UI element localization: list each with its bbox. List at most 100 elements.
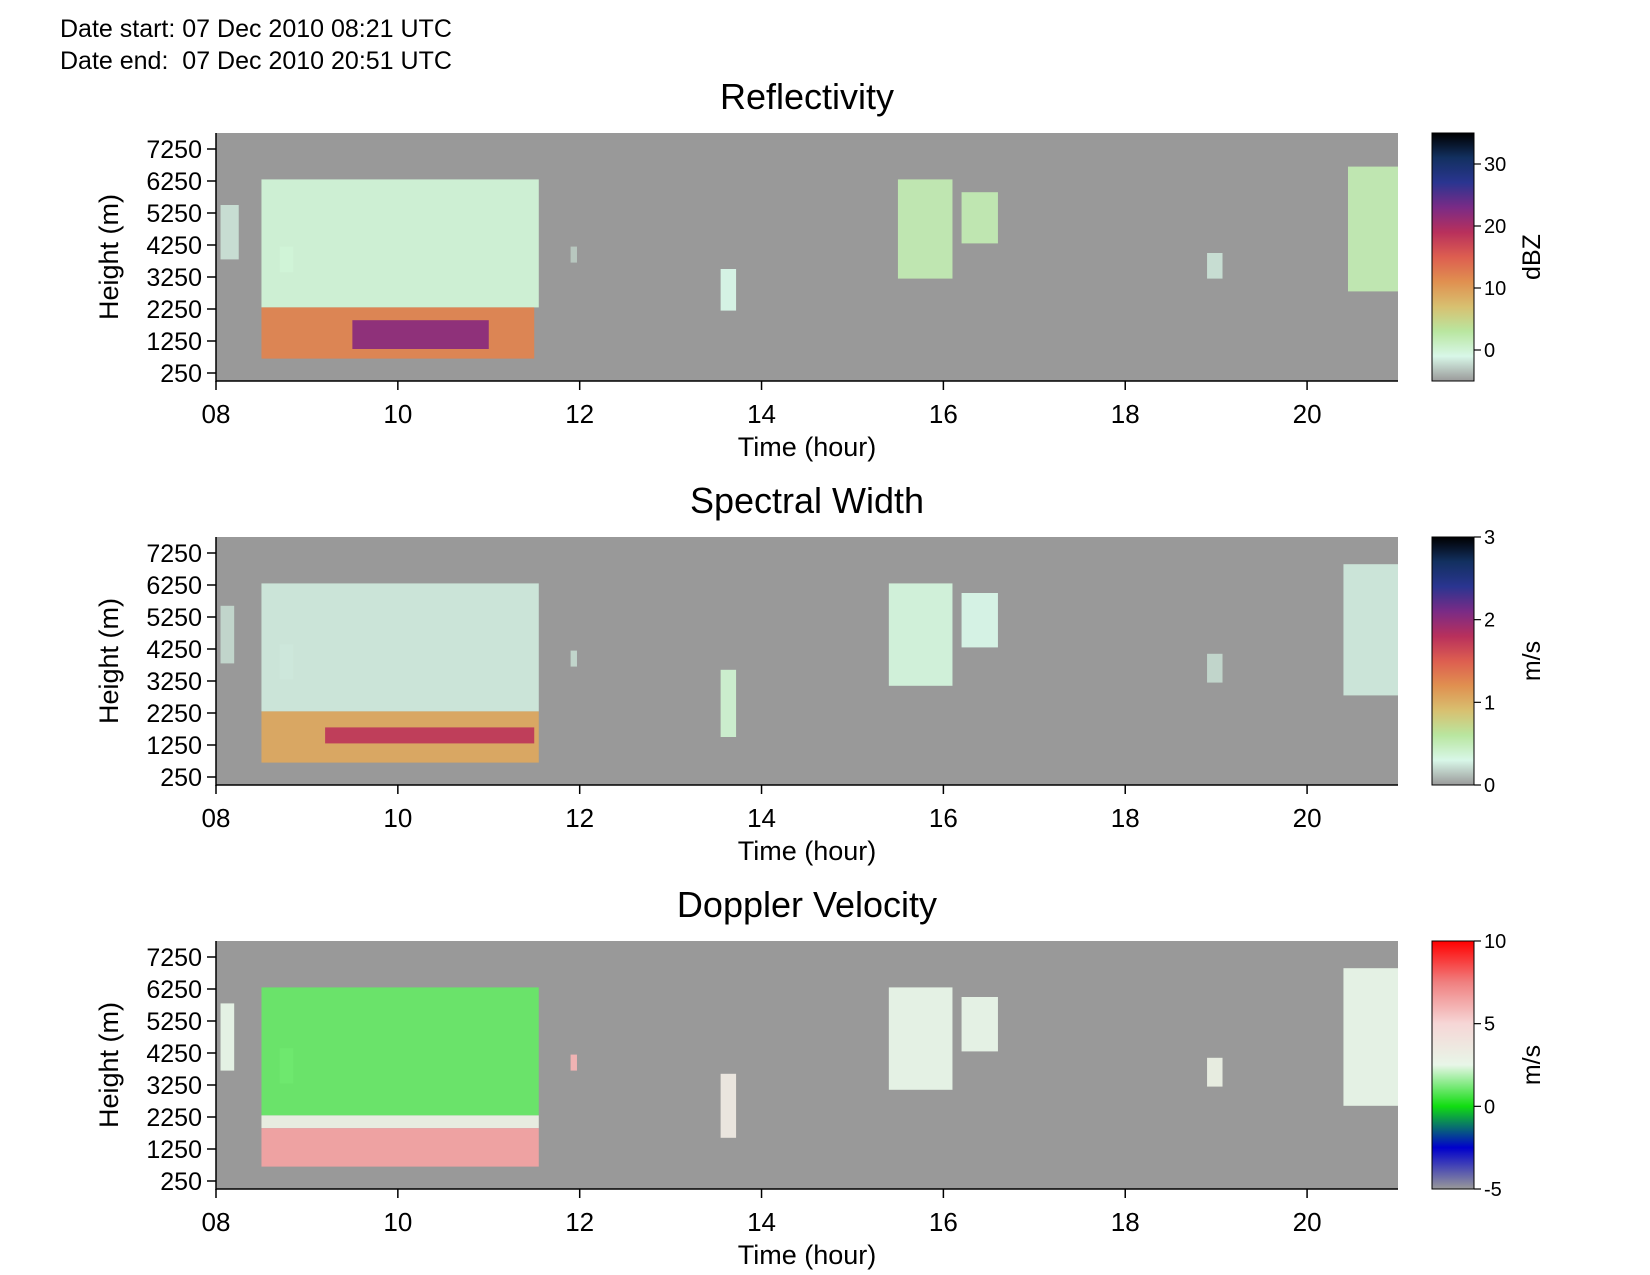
y-tick-label: 5250 bbox=[146, 1008, 202, 1036]
x-tick-label: 10 bbox=[383, 803, 412, 833]
x-tick-label: 08 bbox=[202, 803, 231, 833]
x-axis-label: Time (hour) bbox=[738, 432, 877, 462]
colorbar-tick-label: 10 bbox=[1484, 931, 1506, 953]
x-tick-label: 20 bbox=[1293, 1207, 1322, 1237]
date-end-label: Date end: 07 Dec 2010 20:51 UTC bbox=[60, 47, 452, 75]
y-tick-label: 7250 bbox=[146, 136, 202, 164]
x-tick-label: 18 bbox=[1111, 399, 1140, 429]
x-tick-label: 12 bbox=[565, 399, 594, 429]
colorbar-tick-label: 30 bbox=[1484, 154, 1506, 176]
heatmap-region-5 bbox=[325, 727, 535, 744]
y-tick-label: 2250 bbox=[146, 700, 202, 728]
heatmap-region-3 bbox=[261, 987, 539, 1116]
colorbar-tick-label: 3 bbox=[1484, 527, 1495, 549]
heatmap-region-7 bbox=[720, 269, 737, 311]
colorbar bbox=[1431, 132, 1475, 382]
y-tick-label: 1250 bbox=[146, 732, 202, 760]
y-tick-label: 1250 bbox=[146, 328, 202, 356]
x-tick-label: 16 bbox=[929, 803, 958, 833]
heatmap-region-1 bbox=[220, 205, 239, 260]
x-tick-label: 10 bbox=[383, 399, 412, 429]
y-tick-label: 7250 bbox=[146, 540, 202, 568]
x-axis-label: Time (hour) bbox=[738, 836, 877, 866]
heatmap-region-1 bbox=[220, 1003, 235, 1071]
colorbar-tick-label: 5 bbox=[1484, 1014, 1495, 1036]
heatmap-region-6 bbox=[570, 246, 577, 263]
heatmap-cells bbox=[220, 564, 1398, 763]
y-tick-label: 5250 bbox=[146, 604, 202, 632]
chart-title: Reflectivity bbox=[720, 76, 894, 117]
heatmap-region-6 bbox=[570, 1054, 577, 1071]
x-tick-label: 18 bbox=[1111, 1207, 1140, 1237]
y-tick-label: 1250 bbox=[146, 1136, 202, 1164]
x-tick-label: 14 bbox=[747, 803, 776, 833]
x-tick-label: 18 bbox=[1111, 803, 1140, 833]
chart-title: Doppler Velocity bbox=[677, 884, 937, 925]
heatmap-region-10 bbox=[1207, 253, 1223, 279]
y-tick-label: 4250 bbox=[146, 1040, 202, 1068]
y-tick-label: 4250 bbox=[146, 232, 202, 260]
x-tick-label: 16 bbox=[929, 1207, 958, 1237]
chart-title: Spectral Width bbox=[690, 480, 924, 521]
colorbar bbox=[1431, 940, 1475, 1190]
y-tick-label: 7250 bbox=[146, 944, 202, 972]
y-tick-label: 250 bbox=[160, 764, 202, 792]
y-tick-label: 4250 bbox=[146, 636, 202, 664]
heatmap-region-10 bbox=[1207, 653, 1223, 683]
heatmap-cells bbox=[220, 968, 1398, 1167]
colorbar-label: dBZ bbox=[1518, 234, 1546, 280]
x-tick-label: 10 bbox=[383, 1207, 412, 1237]
x-tick-label: 20 bbox=[1293, 803, 1322, 833]
y-tick-label: 6250 bbox=[146, 572, 202, 600]
heatmap-region-1 bbox=[220, 605, 235, 664]
colorbar bbox=[1431, 536, 1475, 786]
chart-panel-1: Reflectivity 250 1250 2250 3250 4250 5250 6250 7… bbox=[94, 76, 1546, 462]
heatmap-region-9 bbox=[961, 593, 998, 648]
x-tick-label: 20 bbox=[1293, 399, 1322, 429]
y-tick-label: 250 bbox=[160, 360, 202, 388]
colorbar-tick-label: 0 bbox=[1484, 1096, 1495, 1118]
date-start-label: Date start: 07 Dec 2010 08:21 UTC bbox=[60, 15, 452, 43]
x-tick-label: 12 bbox=[565, 803, 594, 833]
x-tick-label: 08 bbox=[202, 1207, 231, 1237]
y-axis-label: Height (m) bbox=[94, 1002, 124, 1128]
heatmap-region-7 bbox=[720, 669, 737, 737]
heatmap-region-3 bbox=[261, 179, 539, 308]
y-tick-label: 3250 bbox=[146, 1072, 202, 1100]
colorbar-label: m/s bbox=[1518, 641, 1546, 681]
heatmap-cells bbox=[220, 166, 1398, 359]
heatmap-region-3 bbox=[261, 583, 539, 712]
y-axis-label: Height (m) bbox=[94, 194, 124, 320]
chart-panel-2: Spectral Width 250 1250 2250 3250 4250 5250 625… bbox=[94, 480, 1546, 866]
y-tick-label: 6250 bbox=[146, 168, 202, 196]
heatmap-region-8 bbox=[888, 987, 953, 1090]
heatmap-region-11 bbox=[1347, 166, 1398, 292]
y-axis-label: Height (m) bbox=[94, 598, 124, 724]
x-tick-label: 16 bbox=[929, 399, 958, 429]
heatmap-region-11 bbox=[1343, 564, 1398, 696]
x-tick-label: 08 bbox=[202, 399, 231, 429]
colorbar-tick-label: 1 bbox=[1484, 692, 1495, 714]
colorbar-tick-label: 0 bbox=[1484, 775, 1495, 797]
heatmap-region-10 bbox=[1207, 1057, 1223, 1087]
colorbar-tick-label: 0 bbox=[1484, 340, 1495, 362]
y-tick-label: 2250 bbox=[146, 1104, 202, 1132]
heatmap-region-5 bbox=[352, 320, 489, 349]
colorbar-tick-label: 2 bbox=[1484, 610, 1495, 632]
heatmap-region-4 bbox=[261, 1115, 539, 1129]
x-tick-label: 12 bbox=[565, 1207, 594, 1237]
heatmap-region-11 bbox=[1343, 968, 1398, 1106]
heatmap-region-8 bbox=[897, 179, 953, 279]
heatmap-region-6 bbox=[570, 650, 577, 667]
heatmap-region-7 bbox=[720, 1073, 737, 1138]
chart-panel-3: Doppler Velocity250125022503250425052506… bbox=[94, 884, 1546, 1270]
colorbar-tick-label: 10 bbox=[1484, 278, 1506, 300]
x-tick-label: 14 bbox=[747, 399, 776, 429]
y-tick-label: 6250 bbox=[146, 976, 202, 1004]
x-axis-label: Time (hour) bbox=[738, 1240, 877, 1270]
colorbar-label: m/s bbox=[1518, 1045, 1546, 1085]
y-tick-label: 5250 bbox=[146, 200, 202, 228]
y-tick-label: 250 bbox=[160, 1168, 202, 1196]
x-tick-label: 14 bbox=[747, 1207, 776, 1237]
